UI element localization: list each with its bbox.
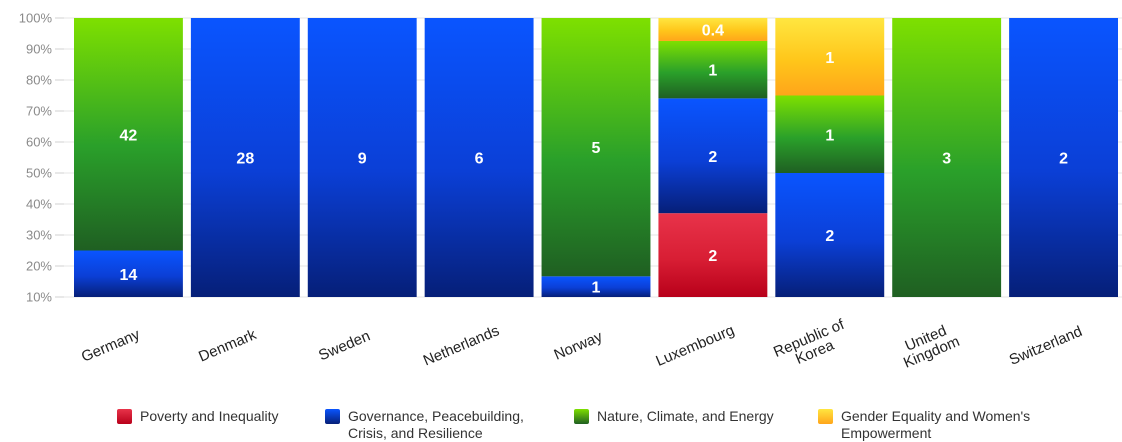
data-label-sweden-governance-peacebuilding-crisis-and-resilience: 9 [358, 151, 367, 168]
data-label-republic-of-korea-governance-peacebuilding-crisis-and-resilience: 2 [825, 228, 834, 245]
data-label-switzerland-governance-peacebuilding-crisis-and-resilience: 2 [1059, 151, 1068, 168]
y-axis-ticks: 10% 20% 30% 40% 50% 60% 70% 80% 90% 100% [19, 11, 64, 305]
category-label-netherlands: Netherlands [421, 322, 502, 369]
bar-republic-of-korea-governance-peacebuilding-crisis-and-resilience [775, 173, 885, 297]
data-label-germany-nature-climate-and-energy: 42 [120, 127, 138, 144]
legend-label: Governance, Peacebuilding, Crisis, and Re… [348, 408, 524, 441]
legend-label: Gender Equality and Women's Empowerment [841, 408, 1031, 441]
category-label-norway: Norway [552, 328, 606, 364]
bar-sweden-governance-peacebuilding-crisis-and-resilience [307, 18, 417, 297]
y-tick-label: 60% [26, 135, 52, 150]
category-label-sweden: Sweden [316, 327, 373, 364]
data-labels: 14 42 28 9 6 1 5 2 2 1 0.4 2 1 1 3 2 [120, 22, 1069, 296]
category-label-united-kingdom: UnitedKingdom [895, 319, 962, 372]
data-label-luxembourg-governance-peacebuilding-crisis-and-resilience: 2 [708, 149, 717, 166]
y-tick-label: 10% [26, 290, 52, 305]
bar-united-kingdom-nature-climate-and-energy [892, 18, 1002, 297]
category-label-germany: Germany [79, 326, 143, 366]
bar-germany-nature-climate-and-energy [74, 18, 183, 251]
category-label-switzerland: Switzerland [1007, 323, 1085, 369]
data-label-norway-governance-peacebuilding-crisis-and-resilience: 1 [592, 280, 601, 297]
data-label-denmark-governance-peacebuilding-crisis-and-resilience: 28 [236, 151, 254, 168]
y-tick-label: 100% [19, 11, 53, 26]
bar-denmark-governance-peacebuilding-crisis-and-resilience [190, 18, 300, 297]
legend-label: Poverty and Inequality [140, 408, 279, 424]
legend-item-gender-equality-and-women-s-empowerment[interactable]: Gender Equality and Women's Empowerment [818, 408, 1030, 442]
data-label-luxembourg-nature-climate-and-energy: 1 [708, 63, 717, 80]
bar-germany-governance-peacebuilding-crisis-and-resilience [74, 250, 183, 297]
y-tick-label: 90% [26, 42, 52, 57]
data-label-netherlands-governance-peacebuilding-crisis-and-resilience: 6 [475, 151, 484, 168]
data-label-republic-of-korea-nature-climate-and-energy: 1 [825, 127, 834, 144]
y-tick-label: 80% [26, 73, 52, 88]
data-label-norway-nature-climate-and-energy: 5 [592, 140, 601, 157]
data-label-united-kingdom-nature-climate-and-energy: 3 [942, 151, 951, 168]
bars [74, 18, 1118, 297]
bar-luxembourg-gender-equality-and-women-s-empowerment [658, 18, 768, 41]
category-label-luxembourg: Luxembourg [653, 322, 736, 370]
y-tick-label: 20% [26, 259, 52, 274]
bar-netherlands-governance-peacebuilding-crisis-and-resilience [424, 18, 534, 297]
legend-swatch [818, 409, 833, 424]
legend-item-nature-climate-and-energy[interactable]: Nature, Climate, and Energy [574, 408, 774, 425]
legend: Poverty and Inequality Governance, Peaceb… [0, 408, 1122, 442]
legend-label: Nature, Climate, and Energy [597, 408, 774, 424]
data-label-luxembourg-gender-equality-and-women-s-empowerment: 0.4 [702, 22, 724, 39]
bar-luxembourg-poverty-and-inequality [658, 213, 768, 297]
data-label-republic-of-korea-gender-equality-and-women-s-empowerment: 1 [825, 50, 834, 67]
y-tick-label: 70% [26, 104, 52, 119]
legend-swatch [117, 409, 132, 424]
stacked-bar-chart: 10% 20% 30% 40% 50% 60% 70% 80% 90% 100% 14 42 28 9 6… [19, 11, 1122, 375]
legend-item-governance-peacebuilding-crisis-and-resilience[interactable]: Governance, Peacebuilding, Crisis, and Re… [325, 408, 524, 442]
y-tick-label: 50% [26, 166, 52, 181]
legend-item-poverty-and-inequality[interactable]: Poverty and Inequality [117, 408, 279, 425]
data-label-luxembourg-poverty-and-inequality: 2 [708, 248, 717, 265]
bar-luxembourg-governance-peacebuilding-crisis-and-resilience [658, 98, 768, 214]
category-label-denmark: Denmark [196, 326, 259, 366]
y-tick-label: 30% [26, 228, 52, 243]
bar-norway-nature-climate-and-energy [541, 18, 651, 277]
bar-norway-governance-peacebuilding-crisis-and-resilience [541, 276, 651, 297]
legend-swatch [325, 409, 340, 424]
y-tick-label: 40% [26, 197, 52, 212]
category-label-republic-of-korea: Republic ofKorea [771, 316, 853, 375]
bar-luxembourg-nature-climate-and-energy [658, 40, 768, 99]
x-axis-categories: Germany Denmark Sweden Netherlands Norway Lux… [79, 316, 1085, 375]
bar-switzerland-governance-peacebuilding-crisis-and-resilience [1009, 18, 1118, 297]
bar-republic-of-korea-nature-climate-and-energy [775, 95, 885, 173]
bar-republic-of-korea-gender-equality-and-women-s-empowerment [775, 18, 885, 96]
legend-swatch [574, 409, 589, 424]
data-label-germany-governance-peacebuilding-crisis-and-resilience: 14 [120, 267, 138, 284]
